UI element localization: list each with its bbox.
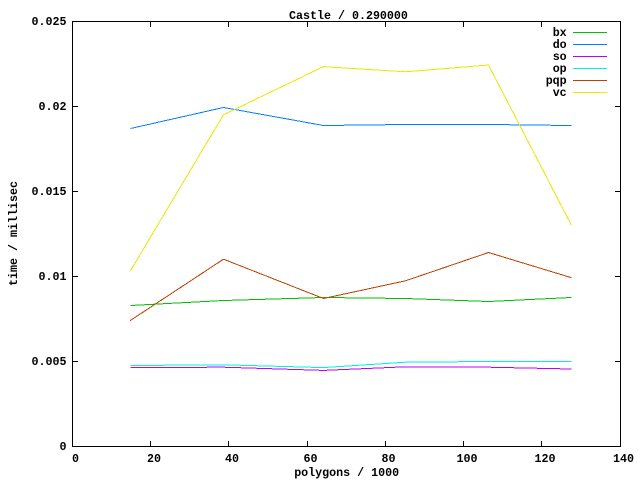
svg-text:0.02: 0.02 [39,100,67,114]
svg-text:0: 0 [60,440,67,454]
svg-text:0: 0 [72,452,79,466]
svg-text:0.005: 0.005 [32,355,67,369]
svg-text:0.025: 0.025 [32,15,67,29]
svg-text:do: do [553,38,567,52]
svg-text:120: 120 [535,452,556,466]
svg-text:20: 20 [147,452,161,466]
svg-text:140: 140 [613,452,634,466]
svg-text:60: 60 [304,452,318,466]
svg-text:0.01: 0.01 [39,270,67,284]
svg-text:bx: bx [553,26,567,40]
svg-text:time / millisec: time / millisec [7,181,21,286]
svg-text:0.015: 0.015 [32,185,67,199]
svg-text:Castle / 0.290000: Castle / 0.290000 [289,9,408,23]
svg-text:op: op [553,62,567,76]
svg-text:40: 40 [225,452,239,466]
svg-text:pqp: pqp [546,74,567,88]
svg-text:so: so [553,50,567,64]
svg-text:100: 100 [457,452,478,466]
svg-text:vc: vc [553,86,567,100]
svg-text:80: 80 [382,452,396,466]
svg-text:polygons / 1000: polygons / 1000 [294,466,399,480]
